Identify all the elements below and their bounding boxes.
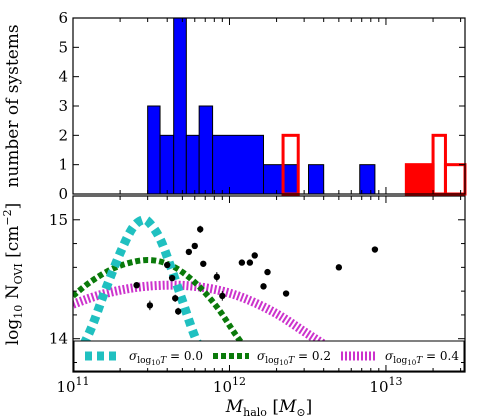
legend-box <box>73 340 465 372</box>
histogram-bar-blue <box>185 134 200 195</box>
histogram-bar-blue <box>147 105 161 195</box>
x-tick-label: 1013 <box>369 375 402 396</box>
data-point <box>164 261 171 269</box>
model-curve <box>73 280 377 372</box>
legend: σlog10T = 0.0 σlog10T = 0.2 σlog10T = 0.4 <box>73 340 465 372</box>
histogram-y-axis-label: number of systems <box>3 24 23 187</box>
data-point <box>185 248 193 256</box>
column-density-frame <box>72 195 466 373</box>
data-point <box>174 308 182 315</box>
y-tick-label: 4 <box>58 68 68 86</box>
histogram-bars <box>147 17 467 196</box>
data-point <box>371 246 379 253</box>
histogram-bar-blue <box>308 164 325 195</box>
data-point <box>246 259 254 266</box>
column-density-ticks: 14 15 1011 1012 1013 <box>49 195 465 396</box>
data-point <box>260 283 267 290</box>
legend-label: σlog10T = 0.2 <box>257 349 331 367</box>
y-tick-label: 0 <box>58 185 68 203</box>
data-point <box>264 268 271 276</box>
data-point <box>238 259 246 266</box>
data-point <box>213 273 221 281</box>
histogram-bar-blue <box>159 134 175 195</box>
histogram-bar-blue <box>359 164 376 195</box>
legend-label: σlog10T = 0.0 <box>129 349 203 367</box>
data-point <box>168 274 176 282</box>
model-curve <box>73 215 215 372</box>
data-point <box>219 292 226 300</box>
histogram-bar-red <box>431 133 447 196</box>
y-tick-label: 5 <box>58 38 68 56</box>
column-density-y-axis-label: log10 NOVI [cm−2] <box>1 203 25 346</box>
histogram-bar-blue <box>282 164 299 195</box>
histogram-bar-blue <box>212 134 265 195</box>
y-tick-label: 6 <box>58 9 68 27</box>
data-point <box>282 290 290 297</box>
model-curves <box>73 215 377 372</box>
x-axis-label: Mhalo [M⊙] <box>225 397 313 419</box>
data-point <box>197 226 204 233</box>
data-point <box>172 295 179 302</box>
y-tick-label: 3 <box>58 97 68 115</box>
data-point <box>251 252 258 259</box>
column-density-panel: σlog10T = 0.0 σlog10T = 0.2 σlog10T = 0.4 … <box>1 195 466 419</box>
legend-label: σlog10T = 0.4 <box>385 349 459 367</box>
x-tick-label: 1011 <box>56 375 89 396</box>
histogram-bar-red <box>406 164 434 194</box>
data-point <box>335 264 343 271</box>
x-tick-label: 1012 <box>213 375 246 396</box>
y-tick-label: 1 <box>58 156 68 174</box>
data-point <box>133 281 140 289</box>
histogram-panel: 0 1 2 3 4 5 6 number of systems <box>3 9 467 203</box>
data-point <box>200 260 207 267</box>
y-tick-label: 14 <box>49 330 68 348</box>
histogram-bar-red <box>443 163 467 196</box>
data-point <box>146 302 154 309</box>
histogram-bar-blue <box>263 164 284 195</box>
histogram-bar-blue <box>173 17 187 195</box>
y-tick-label: 2 <box>58 126 68 144</box>
histogram-bar-blue <box>198 105 214 195</box>
data-point <box>191 242 198 250</box>
histogram-ticks: 0 1 2 3 4 5 6 <box>58 9 465 203</box>
y-tick-label: 15 <box>49 211 68 229</box>
data-points <box>133 225 379 315</box>
